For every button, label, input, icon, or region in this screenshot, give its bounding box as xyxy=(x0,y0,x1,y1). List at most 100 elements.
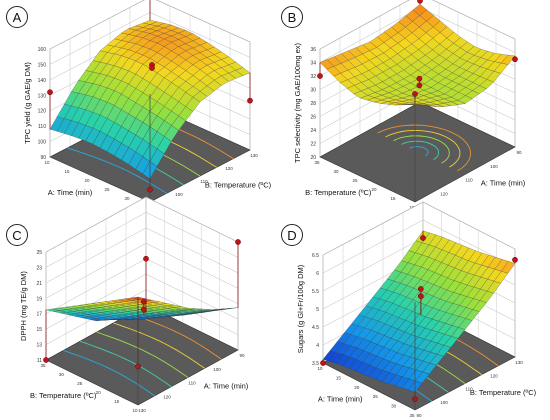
y-tick-label: 120 xyxy=(440,191,448,196)
x-tick-label: 30 xyxy=(124,196,130,201)
y-tick-label: 100 xyxy=(213,367,221,372)
x-tick-label: 20 xyxy=(354,385,360,390)
z-tick-label: 22 xyxy=(310,142,316,148)
x-tick-label: 35 xyxy=(40,363,46,368)
design-point xyxy=(140,299,147,305)
x-tick-label: 10 xyxy=(132,408,138,413)
floor-contour-line xyxy=(129,313,222,360)
floor-contour-line xyxy=(96,331,189,378)
panel-a: 9010011012013014015016035302520151090100… xyxy=(0,0,275,210)
y-tick-label: 100 xyxy=(175,192,183,197)
z-tick-label: 28 xyxy=(310,101,316,107)
surface-plot-a: 9010011012013014015016035302520151090100… xyxy=(23,0,272,210)
panel-b: 2022242628303234361015202530351301201101… xyxy=(275,0,550,210)
design-point xyxy=(317,73,323,79)
right-axis-title: A: Time (min) xyxy=(481,179,526,188)
z-axis-title: TPC yield (g GAE/g DM) xyxy=(23,62,32,144)
design-point xyxy=(43,357,49,363)
z-tick-label: 5.5 xyxy=(312,289,319,295)
wall-grid-line xyxy=(319,0,516,50)
design-point xyxy=(512,56,518,63)
z-tick-label: 90 xyxy=(40,155,46,161)
panel-d: 3.5 4 4.5 5 5.5 6 6.5 35 30 25 20 15 10 90 100 110 120 13… xyxy=(275,201,550,420)
z-tick-label: 6 xyxy=(316,271,319,277)
design-point xyxy=(140,306,147,313)
z-tick-label: 25 xyxy=(36,250,42,256)
y-tick-label: 130 xyxy=(250,153,258,158)
y-tick-label: 120 xyxy=(225,166,233,171)
surface-plot-d: 3.5 4 4.5 5 5.5 6 6.5 35 30 25 20 15 10 90 100 110 120 13… xyxy=(296,201,537,418)
x-tick-label: 20 xyxy=(84,178,90,183)
x-tick-label: 25 xyxy=(104,187,110,192)
x-tick-label: 10 xyxy=(317,366,323,371)
design-point xyxy=(417,286,424,292)
z-tick-label: 120 xyxy=(38,109,47,115)
left-axis-title: A: Time (min) xyxy=(318,394,363,403)
z-tick-label: 23 xyxy=(36,265,42,271)
y-tick-label: 130 xyxy=(515,360,523,365)
x-tick-label: 15 xyxy=(64,169,70,174)
z-tick-label: 21 xyxy=(36,281,42,287)
x-tick-label: 20 xyxy=(371,187,377,192)
design-point xyxy=(512,256,518,263)
y-tick-label: 110 xyxy=(465,178,473,183)
x-tick-label: 35 xyxy=(314,160,320,165)
surface-plot-b: 2022242628303234361015202530351301201101… xyxy=(293,0,526,210)
z-tick-label: 17 xyxy=(36,312,42,318)
z-tick-label: 160 xyxy=(38,47,47,53)
wall-grid-line xyxy=(49,0,251,50)
floor-contour-line xyxy=(63,349,155,397)
y-tick-label: 110 xyxy=(188,381,196,386)
floor-contour-line xyxy=(401,140,440,160)
right-axis-title: B: Temperature (ºC) xyxy=(470,388,537,397)
y-tick-label: 90 xyxy=(239,353,245,358)
y-tick-label: 120 xyxy=(163,394,171,399)
surface-plot-c: 11 13 15 17 19 21 23 25 10 15 20 25 30 35 130 120 110 100… xyxy=(19,196,249,413)
right-axis-title: A: Time (min) xyxy=(204,382,249,391)
x-tick-label: 25 xyxy=(373,394,379,399)
z-tick-label: 15 xyxy=(36,327,42,333)
floor-contour-line xyxy=(393,135,450,164)
z-tick-label: 26 xyxy=(310,115,316,121)
x-tick-label: 30 xyxy=(391,404,397,409)
z-axis-title: DPPH (mg TE/g DM) xyxy=(19,271,28,341)
design-point xyxy=(420,235,426,241)
y-tick-label: 130 xyxy=(138,408,146,413)
floor-contour-line xyxy=(113,322,205,369)
z-tick-label: 4 xyxy=(316,343,319,349)
x-tick-label: 30 xyxy=(59,372,65,377)
floor-contour-line xyxy=(385,129,461,168)
design-point xyxy=(416,75,423,82)
z-tick-label: 6.5 xyxy=(312,253,319,259)
y-tick-label: 90 xyxy=(516,150,522,155)
left-axis-title: A: Time (min) xyxy=(48,188,93,197)
z-tick-label: 30 xyxy=(310,88,316,94)
right-axis-title: B: Temperature (ºC) xyxy=(205,181,272,190)
z-tick-label: 150 xyxy=(38,62,47,68)
z-tick-label: 4.5 xyxy=(312,325,319,331)
y-tick-label: 100 xyxy=(440,400,448,405)
z-tick-label: 11 xyxy=(37,358,42,364)
z-tick-label: 100 xyxy=(38,140,47,146)
y-tick-label: 110 xyxy=(200,179,208,184)
z-tick-label: 130 xyxy=(38,93,47,99)
design-point xyxy=(417,293,424,299)
z-axis-title: Sugars (g Gl+Fr/100g DM) xyxy=(296,264,305,353)
design-point xyxy=(235,239,241,245)
z-tick-label: 19 xyxy=(36,296,42,302)
z-tick-label: 140 xyxy=(38,78,47,84)
z-tick-label: 32 xyxy=(310,74,316,80)
design-point xyxy=(149,65,155,71)
z-tick-label: 110 xyxy=(38,124,46,130)
y-tick-label: 90 xyxy=(416,413,422,418)
z-tick-label: 20 xyxy=(310,155,316,161)
z-tick-label: 34 xyxy=(310,61,316,67)
floor-contour-line xyxy=(377,124,471,172)
floor-contour-line xyxy=(409,146,429,157)
design-point xyxy=(320,360,326,366)
design-point xyxy=(417,0,423,4)
x-tick-label: 20 xyxy=(96,390,102,395)
x-tick-label: 25 xyxy=(77,381,83,386)
design-point xyxy=(47,89,53,96)
x-tick-label: 25 xyxy=(352,178,358,183)
